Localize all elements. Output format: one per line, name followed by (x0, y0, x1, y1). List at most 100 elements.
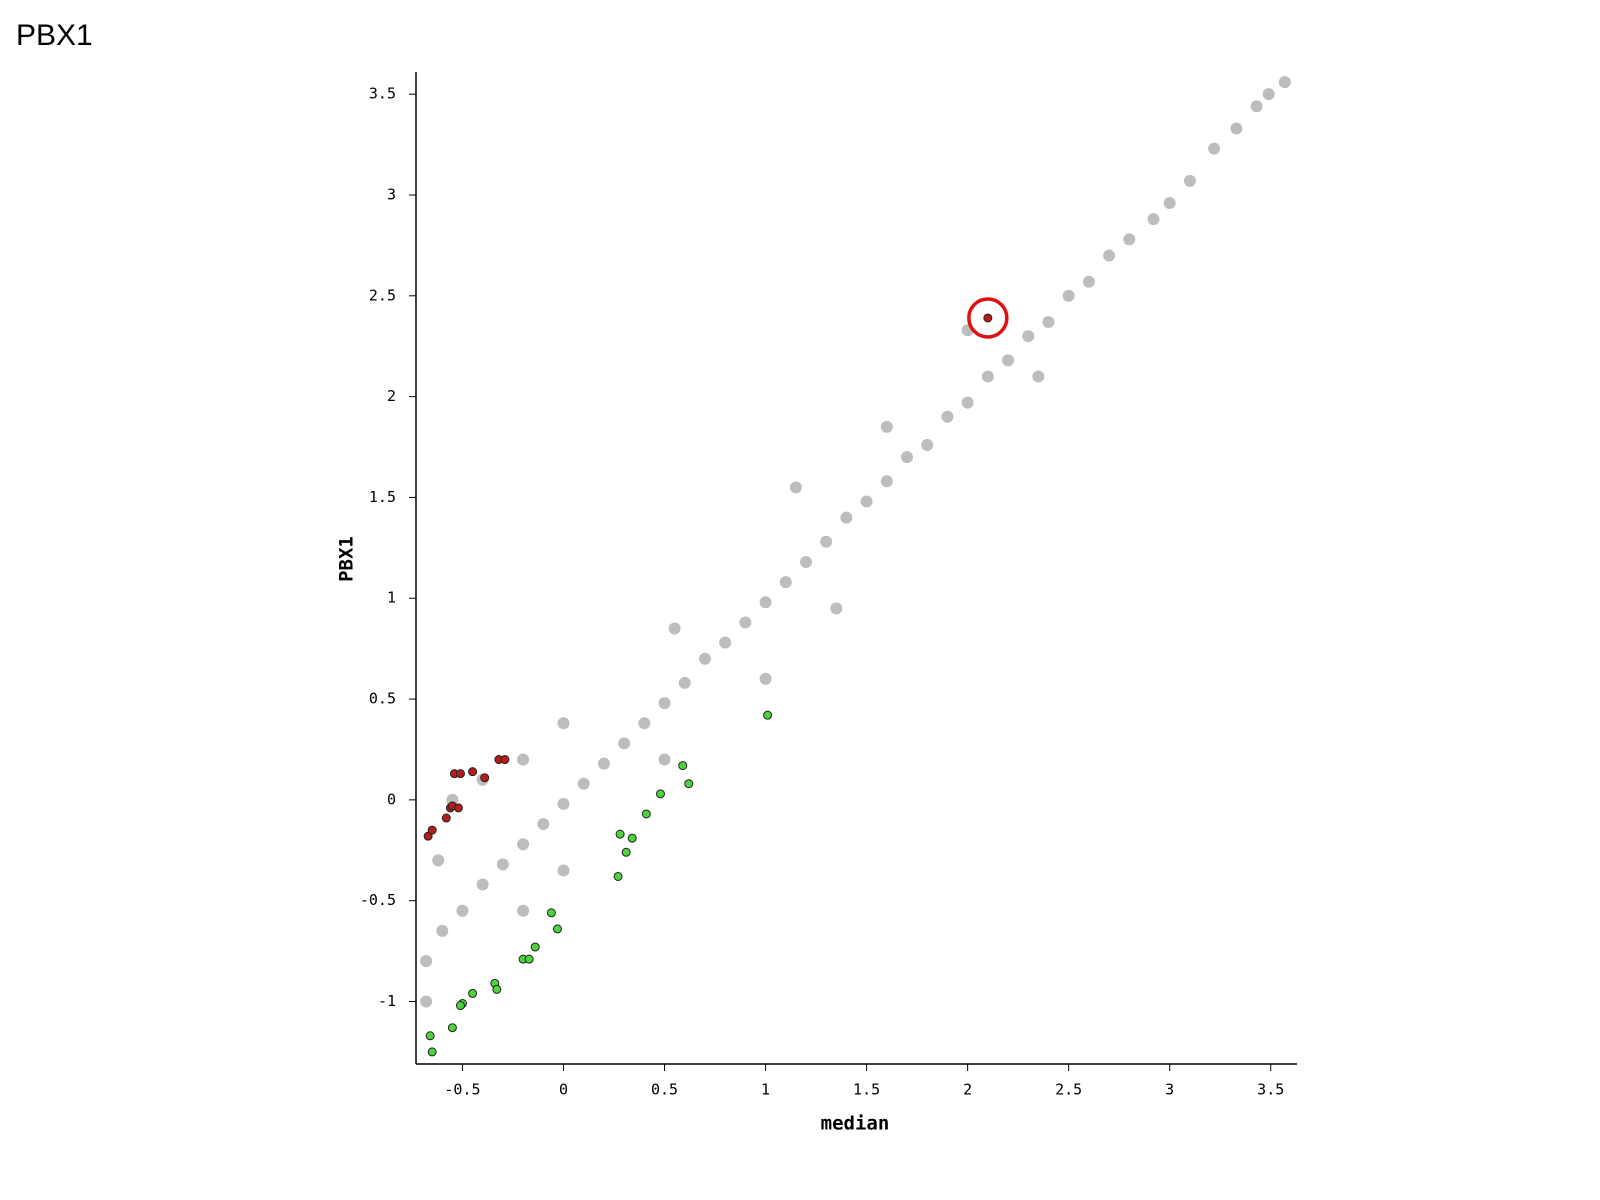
y-tick-label: 0 (387, 790, 396, 808)
point (613, 871, 623, 881)
point (546, 908, 556, 918)
point (983, 313, 993, 323)
point (1262, 88, 1275, 101)
point (668, 622, 681, 635)
point (759, 596, 772, 609)
point (468, 988, 478, 998)
point (552, 924, 562, 934)
point (447, 1023, 457, 1033)
point (432, 854, 445, 867)
point (739, 616, 752, 629)
y-tick-label: 3.5 (369, 85, 396, 103)
point (719, 636, 732, 649)
point (759, 672, 772, 685)
point (655, 789, 665, 799)
point (577, 777, 590, 790)
point (455, 769, 465, 779)
point (468, 767, 478, 777)
point (530, 942, 540, 952)
point (537, 818, 550, 831)
point (441, 813, 451, 823)
point (1183, 174, 1196, 187)
x-tick-label: 2 (963, 1081, 972, 1099)
point (1147, 213, 1160, 226)
point (820, 535, 833, 548)
point (427, 1047, 437, 1057)
point (420, 955, 433, 968)
point (1103, 249, 1116, 262)
x-tick-label: 0 (559, 1081, 568, 1099)
point (779, 576, 792, 589)
x-tick-label: 2.5 (1055, 1081, 1082, 1099)
point (1230, 122, 1243, 135)
x-tick-label: -0.5 (444, 1081, 480, 1099)
point (830, 602, 843, 615)
x-tick-label: 3.5 (1257, 1081, 1284, 1099)
point (1278, 76, 1291, 89)
point (517, 838, 530, 851)
y-tick-label: 1 (387, 589, 396, 607)
y-tick-label: 2 (387, 387, 396, 405)
y-tick-label: -0.5 (360, 891, 396, 909)
point (492, 984, 502, 994)
point (1032, 370, 1045, 383)
point (1022, 330, 1035, 343)
y-tick-label: 3 (387, 185, 396, 203)
point (658, 697, 671, 710)
x-tick-label: 0.5 (651, 1081, 678, 1099)
point (678, 761, 688, 771)
point (1062, 289, 1075, 302)
point (627, 833, 637, 843)
point (455, 1001, 465, 1011)
x-axis-label: median (821, 1113, 890, 1135)
point (763, 710, 773, 720)
point (517, 753, 530, 766)
point (789, 481, 802, 494)
y-tick-label: 1.5 (369, 488, 396, 506)
point (799, 555, 812, 568)
point (621, 847, 631, 857)
point (880, 475, 893, 488)
point (557, 864, 570, 877)
point (517, 904, 530, 917)
point (1208, 142, 1221, 155)
point (423, 831, 433, 841)
y-tick-label: -1 (378, 992, 396, 1010)
point (436, 924, 449, 937)
point (557, 797, 570, 810)
point (456, 904, 469, 917)
y-tick-label: 0.5 (369, 690, 396, 708)
x-tick-label: 1 (761, 1081, 770, 1099)
point (860, 495, 873, 508)
point (658, 753, 671, 766)
point (840, 511, 853, 524)
point (901, 451, 914, 464)
point (961, 396, 974, 409)
point (500, 755, 510, 765)
point (981, 370, 994, 383)
point (1123, 233, 1136, 246)
point (941, 410, 954, 423)
point (880, 420, 893, 433)
point (618, 737, 631, 750)
highlight-ring (967, 297, 1009, 339)
point (524, 954, 534, 964)
x-tick-label: 3 (1165, 1081, 1174, 1099)
point (597, 757, 610, 770)
point (615, 829, 625, 839)
point (496, 858, 509, 871)
point (921, 439, 934, 452)
point (1042, 316, 1055, 329)
x-tick-label: 1.5 (853, 1081, 880, 1099)
y-axis-label: PBX1 (336, 536, 358, 582)
point (557, 717, 570, 730)
point (638, 717, 651, 730)
point (641, 809, 651, 819)
point (480, 773, 490, 783)
y-tick-label: 2.5 (369, 286, 396, 304)
point (684, 779, 694, 789)
point (427, 825, 437, 835)
point (1250, 100, 1263, 113)
point (1002, 354, 1015, 367)
